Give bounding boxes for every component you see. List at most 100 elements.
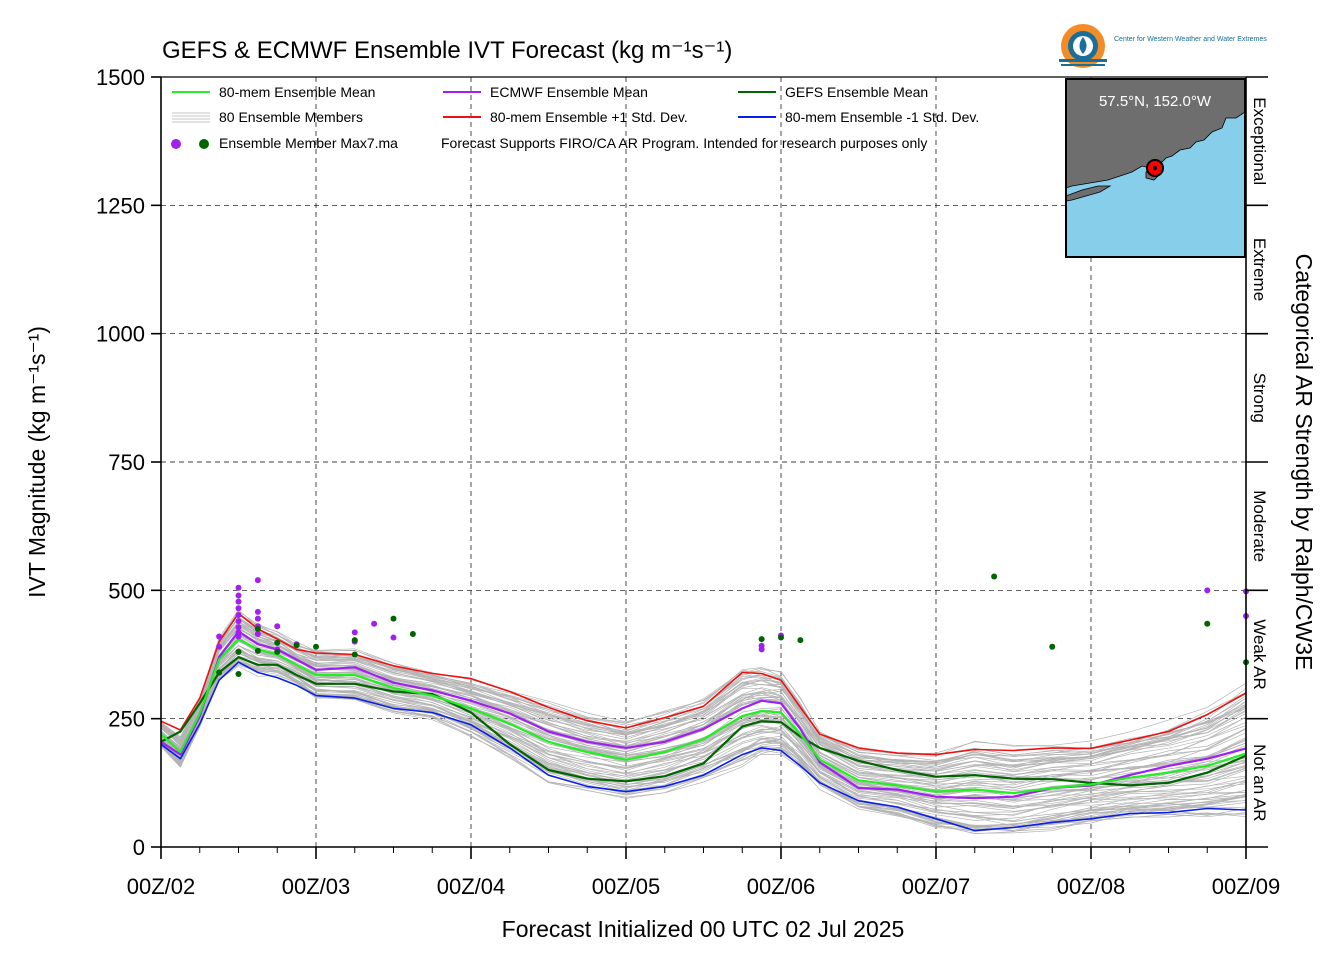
ensemble-member-line — [160, 631, 1247, 786]
legend-dot-green — [199, 139, 209, 149]
series-line-2 — [160, 656, 1247, 787]
ensemble-member-line — [160, 651, 1247, 816]
max-point — [351, 637, 358, 644]
x-tick-label: 00Z/05 — [592, 874, 661, 899]
category-label: Strong — [1250, 373, 1269, 423]
max-point — [991, 573, 998, 580]
ensemble-member-line — [160, 649, 1247, 800]
series-line-1 — [160, 630, 1247, 800]
y-tick-label: 1000 — [96, 322, 145, 347]
ensemble-member-line — [160, 639, 1247, 801]
y-tick-label: 250 — [108, 707, 145, 732]
series-line-4 — [160, 661, 1247, 832]
x-tick-label: 00Z/08 — [1057, 874, 1126, 899]
max-point — [778, 634, 784, 641]
legend-swatch-members — [172, 112, 210, 123]
ensemble-member-line — [160, 664, 1247, 832]
legend-note: Forecast Supports FIRO/CA AR Program. In… — [441, 135, 927, 151]
max-point — [235, 648, 242, 655]
x-tick-label: 00Z/02 — [127, 874, 196, 899]
y-axis-label: IVT Magnitude (kg m⁻¹s⁻¹) — [24, 326, 50, 598]
y-tick-label: 500 — [108, 578, 145, 603]
max-points-layer — [216, 573, 1249, 678]
legend-dot-purple — [171, 139, 181, 149]
max-point — [1204, 587, 1211, 594]
ensemble-member-line — [160, 661, 1247, 827]
max-point — [371, 620, 378, 627]
series-line-0 — [160, 638, 1247, 795]
max-point — [216, 669, 223, 676]
category-label: Not an AR — [1250, 744, 1269, 822]
max-point — [235, 592, 242, 599]
ensemble-member-line — [160, 635, 1247, 791]
x-tick-label: 00Z/07 — [902, 874, 971, 899]
max-point — [797, 637, 804, 644]
x-tick-label: 00Z/03 — [282, 874, 351, 899]
inset-map-land — [1065, 78, 1246, 189]
legend: 80-mem Ensemble Mean ECMWF Ensemble Mean… — [171, 84, 979, 151]
chart-title: GEFS & ECMWF Ensemble IVT Forecast (kg m… — [162, 37, 732, 64]
y-tick-label: 0 — [133, 835, 145, 860]
inset-map-location-label: 57.5°N, 152.0°W — [1099, 93, 1212, 110]
max-point — [758, 636, 765, 643]
category-label: Extreme — [1250, 238, 1269, 301]
max-point — [235, 598, 242, 605]
legend-label-80mem-mean: 80-mem Ensemble Mean — [219, 84, 375, 100]
ensemble-member-line — [160, 627, 1247, 789]
max-point — [254, 577, 261, 584]
max-point — [254, 615, 261, 622]
x-tick-label: 00Z/09 — [1212, 874, 1281, 899]
max-point — [216, 633, 223, 640]
series-line-3 — [160, 612, 1247, 756]
right-axis-label: Categorical AR Strength by Ralph/CW3E — [1291, 254, 1317, 671]
y-tick-label: 1250 — [96, 193, 145, 218]
max-point — [274, 648, 281, 655]
max-point — [235, 629, 242, 636]
series-layer — [160, 612, 1247, 832]
max-point — [235, 611, 242, 618]
max-point — [351, 651, 358, 658]
max-point — [235, 633, 242, 640]
max-point — [390, 634, 397, 641]
ensemble-member-line — [160, 628, 1247, 764]
category-label: Weak AR — [1250, 619, 1269, 690]
legend-label-plus-std: 80-mem Ensemble +1 Std. Dev. — [490, 109, 688, 125]
max-point — [293, 642, 300, 649]
ticks-layer: 0 250 500 750 1000 1250 1500 00Z/02 00Z/03 00Z/04… — [96, 65, 1280, 899]
max-point — [216, 643, 223, 650]
max-point — [1204, 620, 1211, 627]
max-point — [409, 630, 416, 637]
logo-org-name: Center for Western Weather and Water Ext… — [1114, 36, 1267, 43]
max-point — [274, 623, 281, 630]
max-point — [351, 629, 358, 636]
max-point — [390, 615, 397, 622]
ensemble-member-line — [160, 650, 1247, 828]
legend-label-ecmwf-mean: ECMWF Ensemble Mean — [490, 84, 648, 100]
cw3e-logo: Center for Western Weather and Water Ext… — [1059, 24, 1267, 68]
x-tick-label: 00Z/04 — [437, 874, 506, 899]
max-point — [274, 639, 281, 646]
x-tick-label: 00Z/06 — [747, 874, 816, 899]
max-point — [235, 584, 242, 591]
max-point — [254, 625, 261, 632]
category-label: Moderate — [1250, 490, 1269, 562]
category-labels-layer: Not an AR Weak AR Moderate Strong Extreme Exc… — [1250, 97, 1269, 821]
max-point — [235, 671, 242, 678]
max-point — [235, 618, 242, 625]
ensemble-member-line — [160, 645, 1247, 802]
inset-map: 57.5°N, 152.0°W — [1065, 78, 1246, 258]
ensemble-member-line — [160, 617, 1247, 768]
max-point — [254, 630, 261, 637]
category-label: Exceptional — [1250, 97, 1269, 185]
ensemble-member-line — [160, 650, 1247, 822]
y-tick-label: 750 — [108, 450, 145, 475]
x-axis-label: Forecast Initialized 00 UTC 02 Jul 2025 — [502, 916, 905, 942]
max-point — [313, 643, 319, 650]
max-point — [1049, 643, 1056, 650]
legend-label-max: Ensemble Member Max7.ma — [219, 135, 398, 151]
max-point — [254, 647, 261, 654]
water-drop-icon — [1079, 37, 1087, 54]
max-point — [235, 605, 242, 612]
